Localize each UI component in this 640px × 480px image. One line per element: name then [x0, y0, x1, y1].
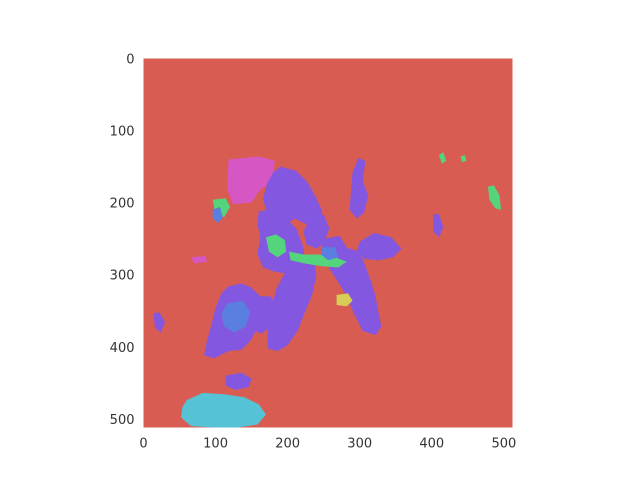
- x-tick-label: 200: [275, 437, 300, 452]
- x-tick-label: 500: [491, 437, 516, 452]
- y-axis: 0 100 200 300 400 500: [110, 53, 135, 428]
- region-violet-1: [263, 166, 323, 226]
- region-violet-7: [329, 247, 382, 336]
- region-green-17: [289, 251, 347, 268]
- x-tick-label: 0: [139, 437, 147, 452]
- region-violet-14: [433, 214, 444, 238]
- region-green-16: [266, 234, 287, 258]
- region-blue-11: [221, 300, 251, 333]
- y-tick-label: 200: [110, 197, 135, 212]
- region-violet-12: [225, 372, 252, 390]
- region-green-19: [488, 185, 501, 210]
- x-axis: 0 100 200 300 400 500: [139, 437, 516, 452]
- x-tick-label: 300: [347, 437, 372, 452]
- region-green-20: [439, 152, 447, 164]
- region-violet-6: [356, 232, 402, 261]
- region-violet-3: [303, 214, 330, 249]
- x-tick-label: 100: [203, 437, 228, 452]
- region-cyan-15: [181, 392, 266, 428]
- y-tick-label: 0: [126, 53, 134, 68]
- plot-area: [143, 58, 513, 428]
- region-violet-2: [349, 158, 369, 219]
- y-tick-label: 400: [110, 341, 135, 356]
- region-violet-8: [267, 257, 317, 352]
- segmentation-regions: [153, 152, 501, 428]
- region-blue-22: [320, 247, 339, 261]
- x-tick-label: 400: [419, 437, 444, 452]
- region-yellow-23: [336, 293, 353, 307]
- y-tick-label: 100: [110, 125, 135, 140]
- y-tick-label: 500: [110, 413, 135, 428]
- y-tick-label: 300: [110, 269, 135, 284]
- region-magenta-0: [227, 156, 275, 205]
- region-green-21: [460, 155, 467, 163]
- region-blue-24: [212, 207, 223, 223]
- region-violet-13: [153, 312, 166, 333]
- region-violet-10: [247, 296, 278, 334]
- region-magenta-25: [191, 256, 207, 264]
